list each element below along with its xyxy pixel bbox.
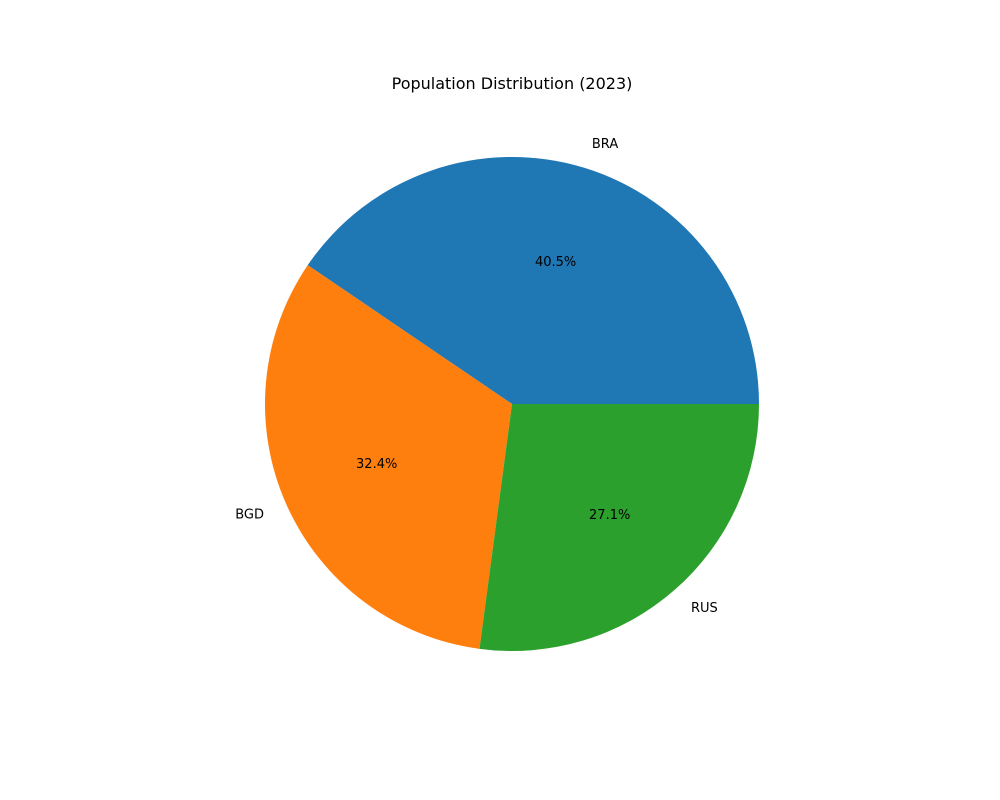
pie-labels: BRA 40.5% BGD 32.4% RUS 27.1% xyxy=(235,137,718,616)
slice-label-rus: RUS xyxy=(691,601,718,616)
slice-percentage-rus: 27.1% xyxy=(589,508,630,523)
chart-title: Population Distribution (2023) xyxy=(392,74,633,93)
slice-label-bra: BRA xyxy=(592,137,618,152)
pie-slice-bra xyxy=(307,157,759,404)
slice-percentage-bgd: 32.4% xyxy=(356,457,397,472)
pie-slice-rus xyxy=(479,404,759,651)
pie-slices xyxy=(265,157,759,651)
slice-percentage-bra: 40.5% xyxy=(535,255,576,270)
pie-slice-bgd xyxy=(265,265,512,649)
slice-label-bgd: BGD xyxy=(235,508,264,523)
